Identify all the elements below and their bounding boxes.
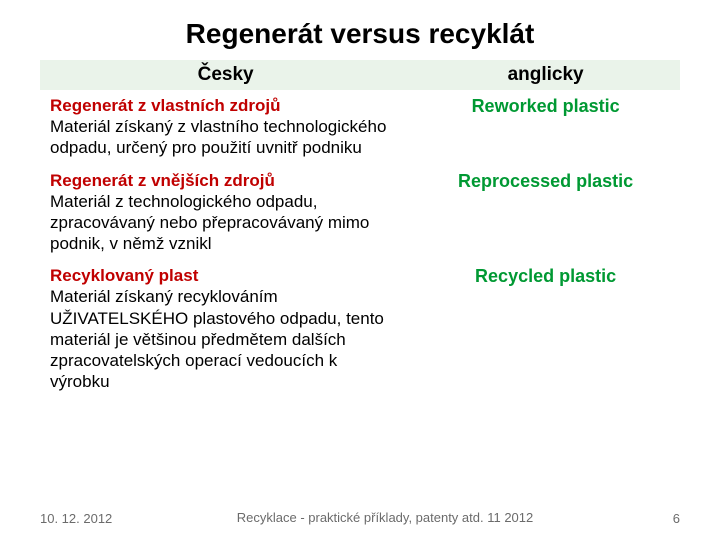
th-english: anglicky (411, 60, 680, 90)
desc-text: Materiál získaný z vlastního technologic… (50, 117, 386, 157)
desc-text: Materiál získaný recyklováním UŽIVATELSK… (50, 287, 384, 391)
cell-english: Reworked plastic (411, 90, 680, 165)
term-text: Recyklovaný plast (50, 266, 401, 286)
desc-text: Materiál z technologického odpadu, zprac… (50, 192, 369, 254)
cell-english: Reprocessed plastic (411, 165, 680, 261)
cell-czech: Recyklovaný plast Materiál získaný recyk… (40, 260, 411, 398)
table-row: Regenerát z vlastních zdrojů Materiál zí… (40, 90, 680, 165)
cell-czech: Regenerát z vlastních zdrojů Materiál zí… (40, 90, 411, 165)
footer-page-number: 6 (640, 511, 680, 526)
terms-table: Česky anglicky Regenerát z vlastních zdr… (40, 60, 680, 399)
cell-czech: Regenerát z vnějších zdrojů Materiál z t… (40, 165, 411, 261)
table-row: Recyklovaný plast Materiál získaný recyk… (40, 260, 680, 398)
term-text: Regenerát z vlastních zdrojů (50, 96, 401, 116)
cell-english: Recycled plastic (411, 260, 680, 398)
table-header-row: Česky anglicky (40, 60, 680, 90)
slide-footer: 10. 12. 2012 Recyklace - praktické příkl… (40, 510, 680, 526)
footer-center: Recyklace - praktické příklady, patenty … (130, 510, 640, 526)
footer-date: 10. 12. 2012 (40, 511, 130, 526)
table-row: Regenerát z vnějších zdrojů Materiál z t… (40, 165, 680, 261)
th-czech: Česky (40, 60, 411, 90)
slide: Regenerát versus recyklát Česky anglicky… (0, 0, 720, 540)
slide-title: Regenerát versus recyklát (40, 18, 680, 50)
term-text: Regenerát z vnějších zdrojů (50, 171, 401, 191)
